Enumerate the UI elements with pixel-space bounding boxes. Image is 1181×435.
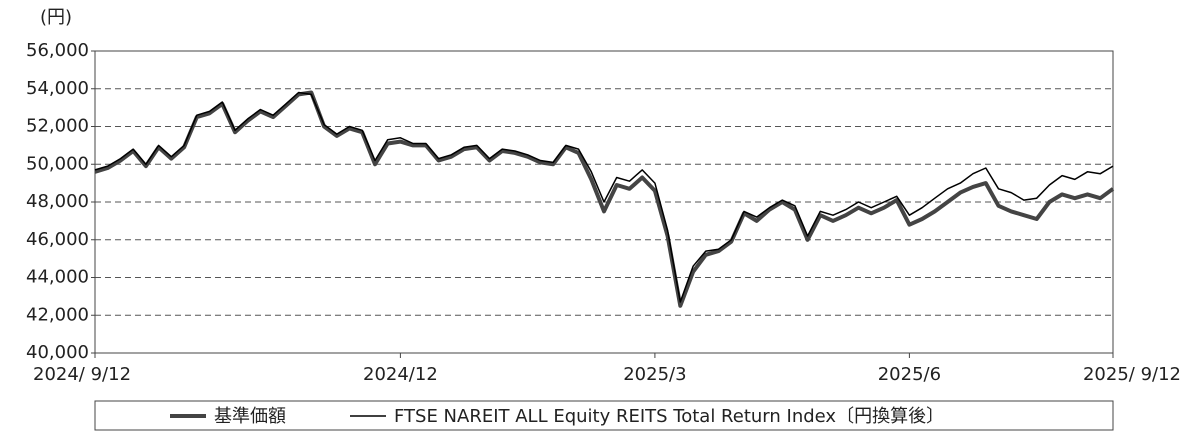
y-tick-label: 44,000 xyxy=(26,267,89,288)
legend-label: 基準価額 xyxy=(214,406,286,427)
plot-frame xyxy=(94,50,1114,354)
legend-label: FTSE NAREIT ALL Equity REITS Total Retur… xyxy=(394,406,944,427)
y-tick-label: 40,000 xyxy=(26,342,89,363)
y-tick-label: 48,000 xyxy=(26,191,89,212)
x-tick-label: 2024/12 xyxy=(363,364,438,385)
x-tick-label: 2024/ 9/12 xyxy=(33,364,131,385)
x-tick-label: 2025/ 9/12 xyxy=(1083,364,1181,385)
legend-box xyxy=(94,400,1114,431)
series-line xyxy=(94,90,1115,308)
x-tick-label: 2025/6 xyxy=(878,364,941,385)
y-tick-label: 52,000 xyxy=(26,116,89,137)
y-tick-label: 54,000 xyxy=(26,78,89,99)
y-axis-label: (円) xyxy=(40,7,72,28)
y-tick-label: 46,000 xyxy=(26,229,89,250)
y-tick-label: 42,000 xyxy=(26,304,89,325)
y-tick-label: 50,000 xyxy=(26,153,89,174)
series-line xyxy=(94,91,1114,303)
y-tick-label: 56,000 xyxy=(26,40,89,61)
x-tick-label: 2025/3 xyxy=(623,364,686,385)
